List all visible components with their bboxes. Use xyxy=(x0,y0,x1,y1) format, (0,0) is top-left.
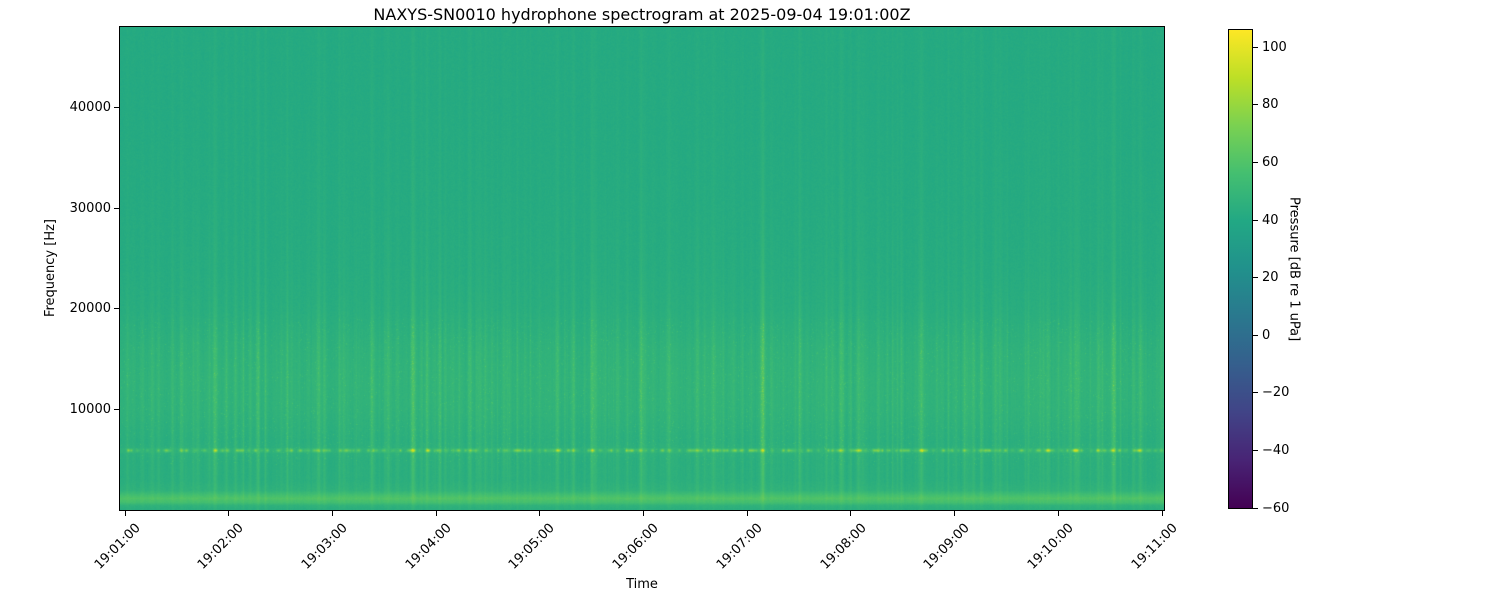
x-tick-mark xyxy=(1161,511,1163,516)
x-tick-label: 19:10:00 xyxy=(1024,520,1077,573)
x-tick-mark xyxy=(435,511,437,516)
x-tick-mark xyxy=(643,511,644,516)
x-tick-label: 19:04:00 xyxy=(402,520,455,573)
colorbar-tick-mark xyxy=(1253,507,1258,509)
colorbar-tick-label: 60 xyxy=(1262,154,1279,170)
x-tick-label: 19:07:00 xyxy=(713,520,766,573)
spectrogram-canvas xyxy=(120,27,1164,510)
colorbar-tick-label: −60 xyxy=(1262,500,1290,516)
colorbar-tick-label: 20 xyxy=(1262,270,1279,286)
colorbar-tick-mark xyxy=(1253,219,1258,221)
colorbar-tick-label: −20 xyxy=(1262,385,1290,401)
y-tick-label: 10000 xyxy=(69,401,111,417)
colorbar-tick-mark xyxy=(1253,161,1258,163)
x-tick-mark xyxy=(539,511,541,516)
colorbar-tick-mark xyxy=(1253,104,1258,106)
colorbar-tick-mark xyxy=(1253,392,1258,394)
x-tick-mark xyxy=(124,511,126,516)
y-axis-label: Frequency [Hz] xyxy=(40,27,60,510)
y-tick-mark xyxy=(114,107,119,108)
x-axis-label: Time xyxy=(626,577,658,592)
x-tick-mark xyxy=(331,511,333,516)
x-tick-mark xyxy=(228,511,230,516)
spectrogram-plot xyxy=(119,26,1165,511)
x-tick-label: 19:08:00 xyxy=(817,520,870,573)
x-tick-label: 19:03:00 xyxy=(298,520,351,573)
x-tick-mark xyxy=(1057,511,1059,516)
colorbar-tick-label: 100 xyxy=(1262,39,1287,55)
y-tick-label: 40000 xyxy=(69,100,111,115)
x-tick-mark xyxy=(850,511,852,516)
x-tick-label: 19:06:00 xyxy=(609,520,662,573)
y-tick-label: 30000 xyxy=(69,200,111,216)
colorbar-tick-mark xyxy=(1253,46,1258,48)
colorbar-tick-mark xyxy=(1253,277,1258,279)
colorbar-tick-label: 0 xyxy=(1262,327,1271,343)
x-tick-mark xyxy=(746,511,748,516)
y-tick-mark xyxy=(114,308,119,310)
x-tick-label: 19:05:00 xyxy=(506,520,559,573)
colorbar-label-text: Pressure [dB re 1 uPa] xyxy=(1286,196,1302,342)
colorbar-tick-mark xyxy=(1253,449,1258,451)
x-tick-label: 19:01:00 xyxy=(91,520,144,573)
colorbar xyxy=(1228,29,1253,509)
y-tick-mark xyxy=(114,207,119,209)
chart-title: NAXYS-SN0010 hydrophone spectrogram at 2… xyxy=(373,5,911,24)
colorbar-tick-label: 40 xyxy=(1262,212,1279,228)
y-tick-mark xyxy=(114,408,119,410)
x-tick-label: 19:11:00 xyxy=(1128,520,1181,573)
colorbar-tick-label: −40 xyxy=(1262,442,1290,458)
y-axis-label-text: Frequency [Hz] xyxy=(42,219,58,318)
colorbar-tick-label: 80 xyxy=(1262,97,1279,113)
colorbar-label: Pressure [dB re 1 uPa] xyxy=(1284,30,1304,508)
x-tick-mark xyxy=(954,511,956,516)
colorbar-tick-mark xyxy=(1253,334,1258,336)
x-tick-label: 19:09:00 xyxy=(921,520,973,573)
y-tick-label: 20000 xyxy=(69,301,111,317)
x-tick-label: 19:02:00 xyxy=(195,520,248,573)
